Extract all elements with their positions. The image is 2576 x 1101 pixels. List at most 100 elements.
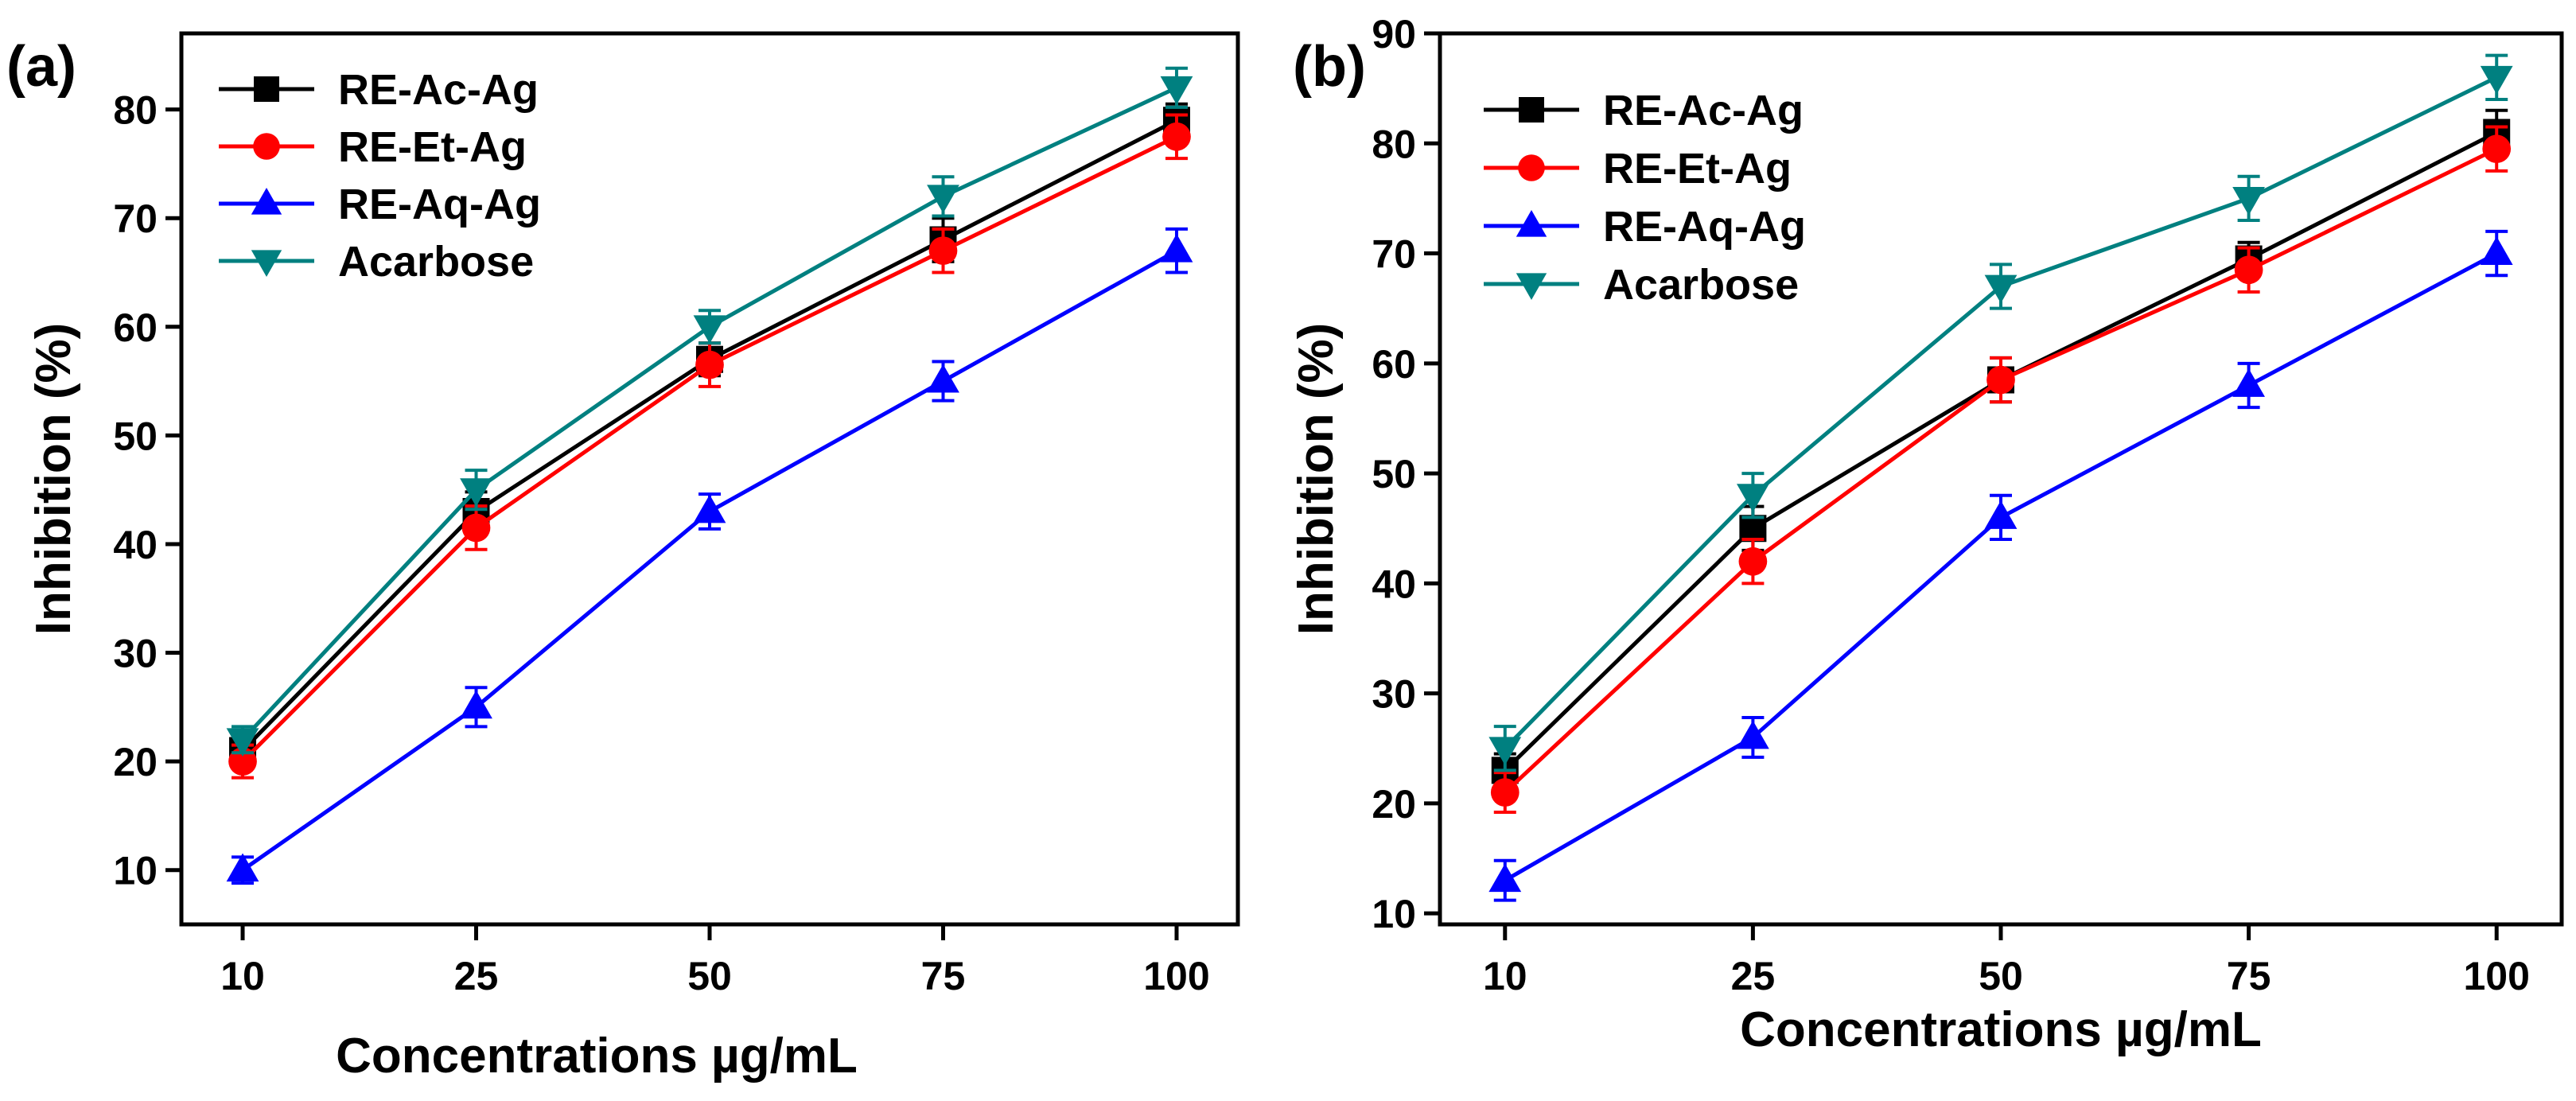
legend-marker [1516,210,1547,237]
y-tick-label: 70 [1372,232,1416,277]
data-point [1738,547,1768,576]
y-tick-label: 30 [113,632,158,676]
y-tick-label: 10 [1372,892,1416,936]
legend-label: RE-Ac-Ag [338,66,539,114]
legend-item: RE-Et-Ag [1484,145,1792,193]
y-tick-label: 90 [1372,12,1416,56]
legend-label: RE-Ac-Ag [1603,87,1804,134]
y-tick-label: 80 [1372,122,1416,166]
y-tick-label: 70 [113,196,158,241]
series-re-aq-ag [1488,229,2513,902]
legend-marker [1516,273,1547,300]
legend-label: RE-Et-Ag [1603,145,1792,193]
data-point [1736,720,1769,749]
y-tick-label: 50 [113,414,158,458]
chart-panel-a: 10 20 30 40 50 60 70 80 10 25 50 75 100 Concentration… [6,31,1240,1083]
legend-marker [254,76,279,102]
data-point [2480,65,2513,95]
legend-item: RE-Et-Ag [219,123,527,171]
legend-marker [251,188,282,215]
x-tick-label: 75 [2227,954,2271,998]
legend-label: Acarbose [338,238,534,286]
data-point [2234,255,2263,285]
data-point [2232,368,2266,397]
legend-item: RE-Aq-Ag [1484,203,1806,251]
x-tick-label: 100 [1143,954,1209,998]
data-point [460,478,492,507]
series-acarbose [1488,53,2513,772]
panel-label: (b) [1293,35,1366,99]
legend-marker [251,250,282,277]
y-tick-label: 40 [1372,562,1416,606]
series-line [1504,251,2498,882]
y-tick-label: 10 [113,849,158,893]
x-tick-label: 25 [1731,954,1776,998]
legend-label: RE-Et-Ag [338,123,527,171]
data-point [1160,76,1193,105]
data-point [461,513,491,543]
y-tick-label: 20 [1372,782,1416,827]
series-line [241,134,1178,763]
data-point [927,364,959,393]
series-re-et-ag [1490,125,2512,814]
data-point [1162,122,1191,151]
y-tick-label: 40 [113,523,158,567]
legend-item: RE-Aq-Ag [219,181,541,228]
data-point [1986,365,2015,395]
x-tick-label: 50 [687,954,732,998]
legend-item: RE-Ac-Ag [1484,87,1804,134]
data-point [2232,186,2266,216]
data-point [927,185,959,214]
legend-marker [253,133,280,160]
data-point [228,747,257,776]
legend-label: RE-Aq-Ag [1603,203,1806,251]
data-point [695,350,724,379]
data-point [1488,737,1522,766]
data-point [1739,515,1767,543]
legend-item: RE-Ac-Ag [219,66,539,114]
x-axis-title: Concentrations µg/mL [1740,1002,2262,1057]
data-point [1160,233,1193,263]
legend-item: Acarbose [219,238,534,286]
y-tick-label: 80 [113,88,158,133]
series-acarbose [226,66,1193,757]
legend-label: RE-Aq-Ag [338,181,541,228]
data-point [226,728,259,757]
data-point [1984,500,2018,529]
x-tick-label: 10 [1483,954,1527,998]
y-tick-label: 50 [1372,452,1416,496]
data-point [460,690,492,719]
data-point [928,236,958,266]
data-point [2482,134,2512,164]
series-re-aq-ag [226,227,1193,885]
x-tick-label: 50 [1979,954,2023,998]
legend-marker [1519,97,1544,123]
y-tick-label: 60 [113,305,158,350]
legend-item: Acarbose [1484,261,1799,309]
data-point [693,494,726,523]
data-point [1488,863,1522,893]
legend-marker [1518,154,1545,181]
x-tick-label: 75 [921,954,966,998]
y-axis-title: Inhibition (%) [26,323,81,636]
x-tick-label: 100 [2464,954,2530,998]
legend: RE-Ac-Ag RE-Et-Ag RE-Aq-Ag Acarbose [1484,87,1806,309]
panel-label: (a) [6,35,76,99]
data-point [1736,484,1769,512]
y-tick-label: 30 [1372,672,1416,717]
data-point [226,853,259,882]
legend: RE-Ac-Ag RE-Et-Ag RE-Aq-Ag Acarbose [219,66,541,286]
x-tick-label: 10 [220,954,265,998]
chart-panel-b: 10 20 30 40 50 60 70 80 90 10 25 50 75 100 Concentrati… [1289,12,2564,1057]
data-point [1984,274,2018,304]
data-point [1490,778,1520,807]
x-tick-label: 25 [454,954,499,998]
legend-label: Acarbose [1603,261,1799,309]
y-tick-label: 20 [113,740,158,784]
x-axis-title: Concentrations µg/mL [336,1029,858,1083]
y-tick-label: 60 [1372,342,1416,387]
y-axis-title: Inhibition (%) [1289,323,1344,636]
data-point [2480,236,2513,265]
